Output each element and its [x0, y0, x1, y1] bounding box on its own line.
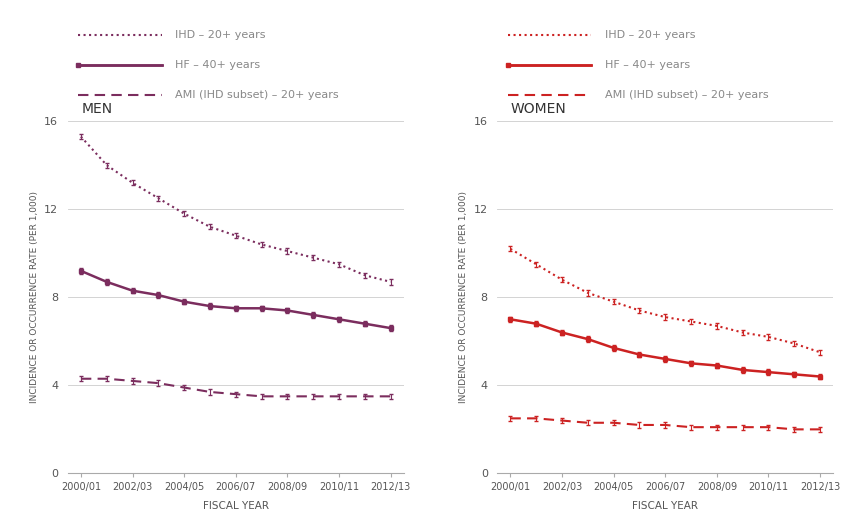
Text: HF – 40+ years: HF – 40+ years	[175, 60, 260, 70]
Y-axis label: INCIDENCE OR OCCURRENCE RATE (PER 1,000): INCIDENCE OR OCCURRENCE RATE (PER 1,000)	[30, 191, 38, 403]
X-axis label: FISCAL YEAR: FISCAL YEAR	[632, 501, 698, 511]
X-axis label: FISCAL YEAR: FISCAL YEAR	[203, 501, 269, 511]
Text: HF – 40+ years: HF – 40+ years	[605, 60, 690, 70]
Text: IHD – 20+ years: IHD – 20+ years	[175, 31, 266, 41]
Text: IHD – 20+ years: IHD – 20+ years	[605, 31, 695, 41]
Text: AMI (IHD subset) – 20+ years: AMI (IHD subset) – 20+ years	[175, 90, 339, 100]
Text: MEN: MEN	[82, 102, 112, 116]
Text: WOMEN: WOMEN	[511, 102, 567, 116]
Y-axis label: INCIDENCE OR OCCURRENCE RATE (PER 1,000): INCIDENCE OR OCCURRENCE RATE (PER 1,000)	[459, 191, 468, 403]
Text: AMI (IHD subset) – 20+ years: AMI (IHD subset) – 20+ years	[605, 90, 768, 100]
